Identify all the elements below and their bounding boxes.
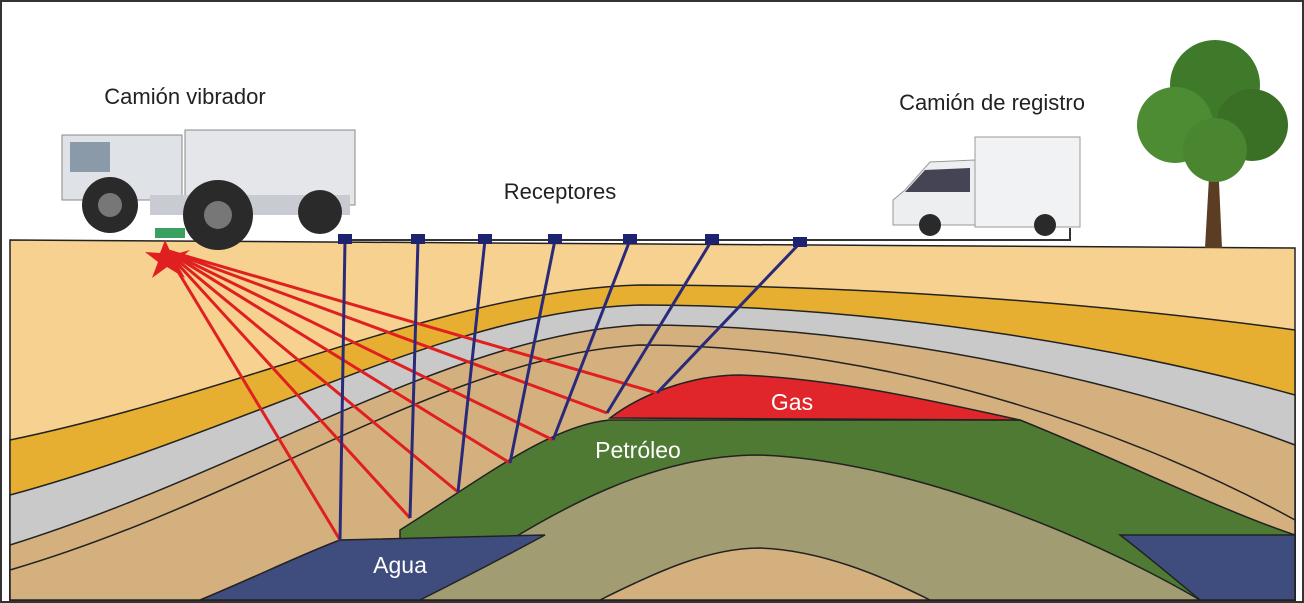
- vibrator-truck-label: Camión vibrador: [104, 84, 265, 109]
- water-left: [199, 534, 546, 601]
- source-star: [145, 240, 190, 278]
- water-label: Agua: [373, 552, 427, 578]
- red-rays: [163, 248, 658, 541]
- recording-truck-label: Camión de registro: [899, 90, 1085, 115]
- receivers-label: Receptores: [504, 179, 617, 204]
- oil-label: Petróleo: [595, 437, 681, 463]
- water-right: [1117, 534, 1296, 601]
- core-layer: [599, 547, 931, 601]
- recording-truck: [892, 136, 1081, 236]
- receivers: [338, 234, 807, 247]
- vibrator-truck: [61, 129, 356, 250]
- blue-rays: [338, 239, 802, 541]
- gas-label: Gas: [771, 389, 813, 415]
- receiver-cable: [345, 228, 1071, 241]
- gas-layer: [607, 374, 1021, 421]
- olive-layer: [417, 454, 1203, 601]
- geology: [9, 239, 1296, 601]
- tree: [1137, 40, 1288, 248]
